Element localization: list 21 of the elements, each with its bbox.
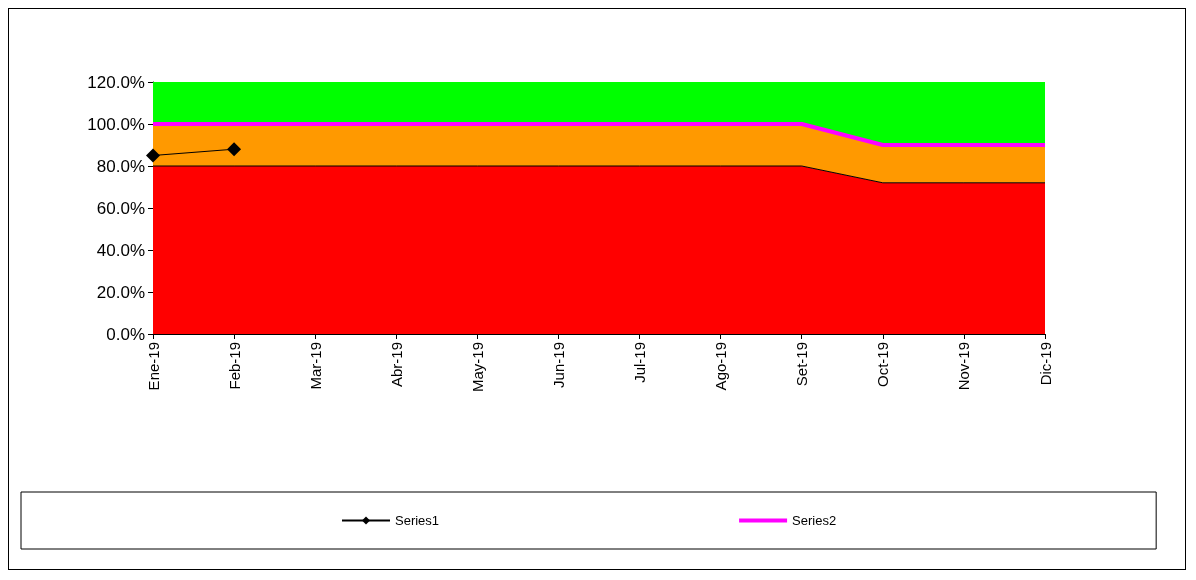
y-tick-label: 0.0%	[106, 324, 145, 344]
x-tick-label: May-19	[468, 342, 486, 393]
y-tick-label: 100.0%	[87, 114, 145, 134]
y-tick-label: 20.0%	[96, 282, 145, 302]
x-tick-label: Feb-19	[225, 342, 243, 390]
x-tick-label: Abr-19	[387, 342, 405, 388]
y-tick-label: 40.0%	[96, 240, 145, 260]
legend-label: Series2	[792, 513, 837, 528]
x-tick-label: Ene-19	[144, 342, 162, 391]
x-tick-label: Oct-19	[874, 342, 892, 388]
x-tick-label: Dic-19	[1036, 342, 1054, 386]
x-tick-label: Jul-19	[631, 342, 649, 383]
x-tick-label: Ago-19	[712, 342, 730, 391]
y-tick-label: 80.0%	[96, 156, 145, 176]
x-tick-label: Mar-19	[306, 342, 324, 390]
y-tick-label: 60.0%	[96, 198, 145, 218]
x-tick-label: Jun-19	[549, 342, 567, 388]
legend-label: Series1	[395, 513, 440, 528]
x-tick-label: Nov-19	[955, 342, 973, 391]
x-tick-label: Set-19	[793, 342, 811, 387]
y-tick-label: 120.0%	[87, 72, 145, 92]
